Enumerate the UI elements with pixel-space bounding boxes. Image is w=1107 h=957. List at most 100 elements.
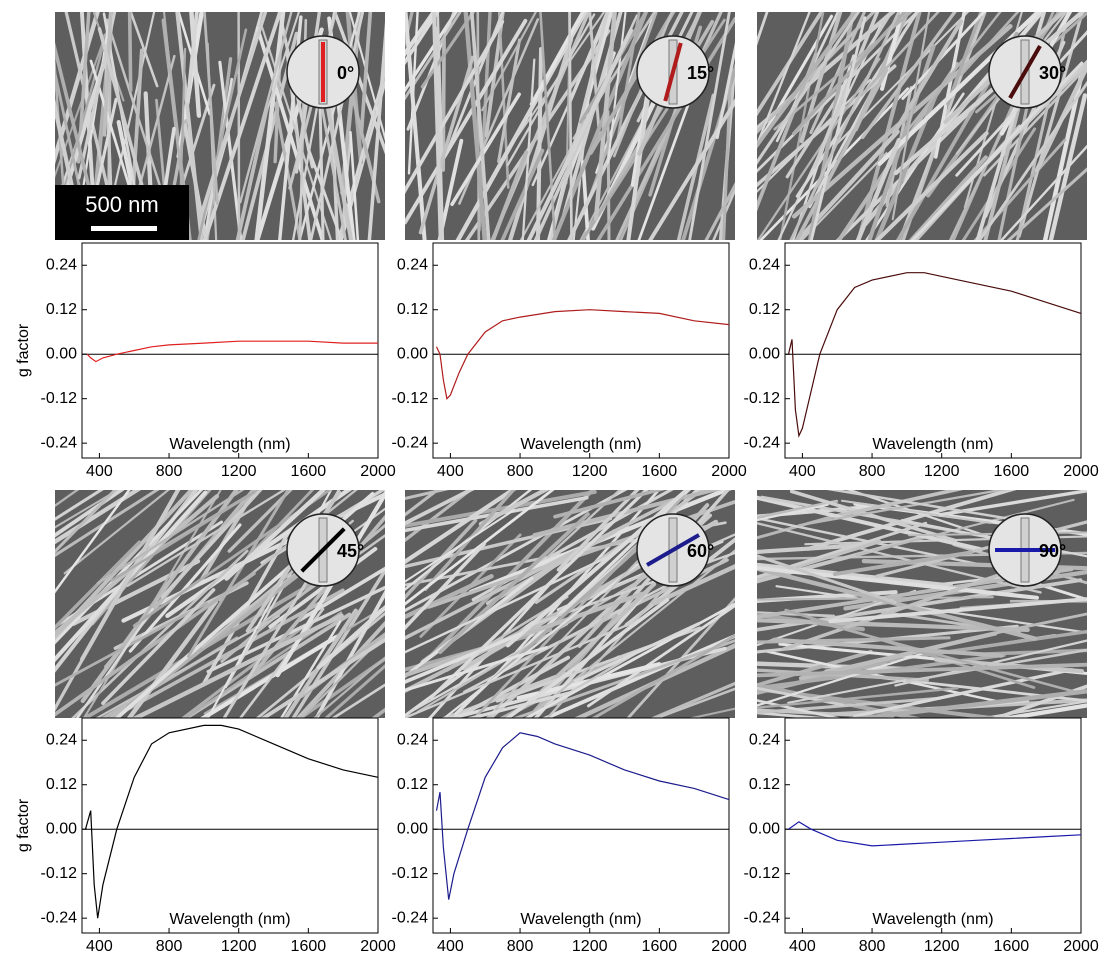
nanowire <box>568 12 573 240</box>
nanowire <box>688 12 731 240</box>
nanowire <box>427 499 735 609</box>
nanowire <box>757 12 861 165</box>
nanowire <box>182 612 352 718</box>
plot-frame <box>432 717 730 934</box>
nanowire <box>261 12 300 125</box>
nanowire <box>612 12 674 158</box>
nanowire <box>832 550 973 577</box>
nanowire <box>405 555 611 654</box>
nanowire <box>1017 12 1085 238</box>
data-line <box>788 821 1082 847</box>
data-line <box>84 724 379 919</box>
nanowire <box>1034 61 1087 173</box>
nanowire <box>55 540 142 630</box>
nanowire <box>959 12 1020 77</box>
nanowire <box>637 12 703 156</box>
nanowire <box>80 490 181 662</box>
x-tick-label: 1600 <box>291 938 327 955</box>
x-tick-label: 1600 <box>994 463 1030 480</box>
plot-frame <box>81 242 379 459</box>
nanowire <box>500 148 545 240</box>
nanowire <box>314 589 385 718</box>
nanowire <box>405 490 533 592</box>
nanowire <box>405 490 597 528</box>
data-line <box>435 732 730 900</box>
y-tick-label: -0.24 <box>41 909 78 926</box>
nanowire <box>405 495 589 533</box>
x-axis-label: Wavelength (nm) <box>169 911 290 928</box>
nanowire <box>76 12 112 223</box>
nanowire <box>206 585 385 674</box>
x-axis-label: Wavelength (nm) <box>520 436 641 453</box>
nanowire <box>312 656 385 718</box>
nanowire <box>185 12 199 104</box>
nanowire <box>649 681 735 718</box>
nanowire <box>102 12 146 240</box>
nanowire <box>130 613 344 718</box>
nanowire <box>348 12 385 142</box>
nanowire <box>757 12 811 148</box>
nanowire <box>55 490 160 558</box>
nanowire <box>781 560 1037 652</box>
nanowire <box>432 12 443 240</box>
nanowire <box>757 57 881 240</box>
y-tick-label: -0.12 <box>744 865 781 882</box>
nanowire <box>798 490 1008 527</box>
nanowire <box>549 12 610 240</box>
nanowire <box>90 490 212 626</box>
nanowire <box>129 12 159 88</box>
nanowire <box>438 512 590 655</box>
nanowire <box>519 122 586 240</box>
scale-bar-label: 500 nm <box>85 192 158 217</box>
nanowire <box>535 549 735 712</box>
sem-image <box>757 12 1087 240</box>
nanowire <box>506 13 596 167</box>
nanowire <box>521 58 536 240</box>
nanowire <box>800 152 888 240</box>
nanowire <box>855 137 902 240</box>
nanowire <box>757 495 983 552</box>
nanowire <box>405 490 440 517</box>
nanowire <box>441 36 446 172</box>
nanowire <box>798 631 998 681</box>
nanowire <box>757 662 1087 678</box>
nanowire <box>572 50 595 240</box>
nanowire <box>529 12 585 106</box>
nanowire <box>55 490 125 538</box>
nanowire <box>316 604 385 670</box>
nanowire <box>541 633 735 718</box>
nanowire <box>189 12 202 118</box>
nanowire <box>127 12 133 93</box>
nanowire <box>539 12 557 240</box>
nanowire <box>511 639 735 718</box>
nanowire <box>436 12 444 156</box>
nanowire <box>757 636 951 644</box>
nanowire <box>55 53 69 240</box>
x-tick-label: 1200 <box>924 463 960 480</box>
x-tick-label: 1600 <box>642 463 678 480</box>
y-tick-label: 0.00 <box>749 345 780 362</box>
nanowire <box>648 98 735 240</box>
x-tick-label: 2000 <box>360 463 396 480</box>
nanowire <box>757 12 769 46</box>
nanowire <box>63 490 170 575</box>
nanowire <box>590 633 735 718</box>
nanowire <box>997 53 1040 240</box>
nanowire <box>235 106 269 240</box>
nanowire <box>757 611 836 618</box>
y-tick-label: -0.24 <box>744 909 781 926</box>
nanowire <box>55 490 118 554</box>
nanowire <box>616 490 731 615</box>
nanowire <box>330 683 385 718</box>
x-tick-label: 2000 <box>1063 938 1099 955</box>
data-line <box>435 309 730 400</box>
nanowire <box>874 131 989 240</box>
x-tick-label: 1200 <box>572 463 608 480</box>
nanowire <box>581 160 590 240</box>
y-tick-label: 0.24 <box>749 256 780 273</box>
x-tick-label: 800 <box>156 463 183 480</box>
nanowire <box>773 12 914 131</box>
nanowire <box>757 14 834 149</box>
nanowire <box>898 12 987 240</box>
